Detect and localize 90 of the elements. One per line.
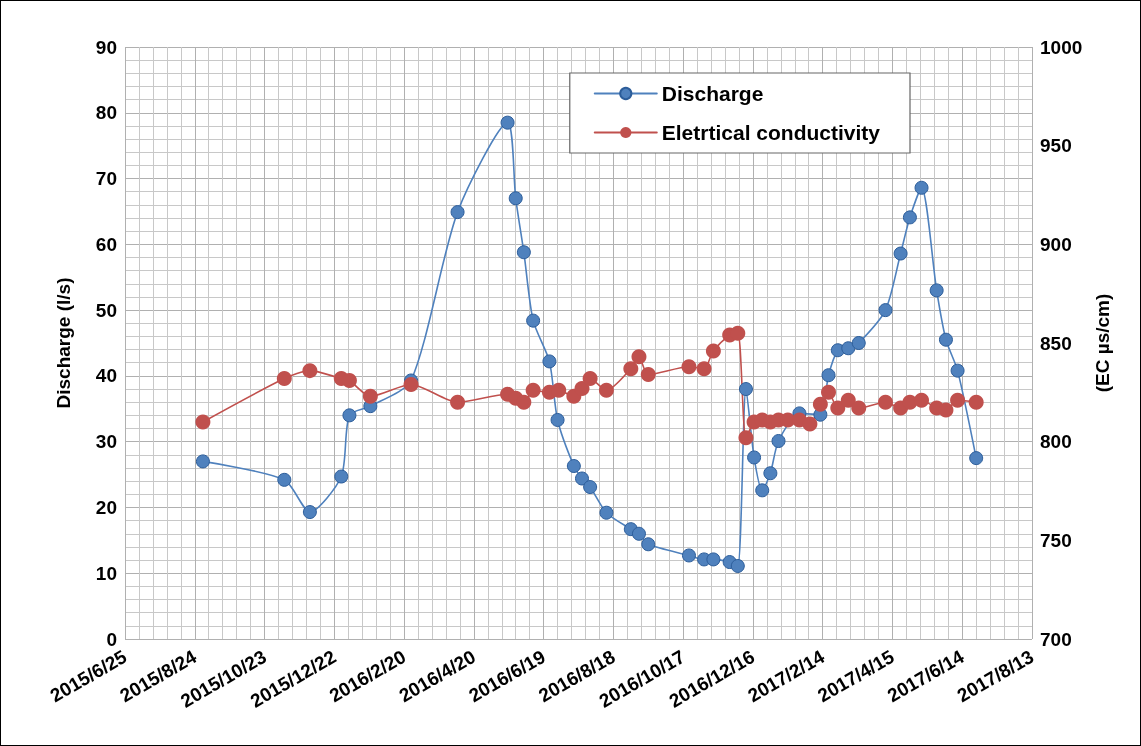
y-tick-label: 90 xyxy=(95,36,117,58)
y-tick-label: 50 xyxy=(95,299,117,321)
point xyxy=(362,388,378,404)
point xyxy=(641,537,656,552)
point xyxy=(550,412,565,427)
point xyxy=(681,359,697,375)
point xyxy=(914,180,929,195)
legend-label: Eletrtical conductivity xyxy=(661,121,881,144)
point xyxy=(334,469,349,484)
point xyxy=(516,245,531,260)
point xyxy=(893,246,908,261)
point xyxy=(738,382,753,397)
point xyxy=(851,336,866,350)
point xyxy=(681,548,696,563)
point xyxy=(302,505,317,520)
point xyxy=(341,373,357,388)
point xyxy=(938,332,953,347)
point xyxy=(551,382,567,398)
point xyxy=(812,396,828,412)
point xyxy=(851,400,867,416)
point xyxy=(706,552,721,567)
point xyxy=(821,368,836,383)
point xyxy=(598,382,614,398)
point xyxy=(516,394,532,410)
y-tick-label: 0 xyxy=(106,628,117,650)
point xyxy=(878,394,893,410)
y-tick-label: 10 xyxy=(95,562,117,584)
point xyxy=(969,451,984,466)
point xyxy=(566,459,581,473)
y2-tick-label: 700 xyxy=(1040,628,1072,650)
y2-tick-label: 800 xyxy=(1040,431,1072,453)
point xyxy=(575,471,589,486)
point xyxy=(525,382,541,398)
point xyxy=(968,394,984,410)
y-tick-label: 20 xyxy=(95,496,117,518)
y2-axis-title: (EC µs/cm) xyxy=(1092,293,1114,393)
point xyxy=(277,472,292,487)
point xyxy=(705,343,721,359)
point xyxy=(747,450,762,465)
y-tick-label: 70 xyxy=(95,168,117,190)
point xyxy=(840,392,856,408)
point xyxy=(342,408,357,423)
point xyxy=(950,363,965,378)
point xyxy=(599,505,614,520)
point xyxy=(526,313,541,328)
point xyxy=(500,115,515,130)
point xyxy=(640,367,656,383)
point xyxy=(914,392,930,408)
point xyxy=(821,384,837,400)
point xyxy=(631,526,646,541)
point xyxy=(508,191,523,206)
point xyxy=(276,371,292,387)
y-axis-title: Discharge (l/s) xyxy=(53,277,74,409)
point xyxy=(755,483,770,498)
point xyxy=(938,402,954,418)
point xyxy=(195,454,210,469)
point xyxy=(583,480,598,495)
point xyxy=(574,380,590,396)
point xyxy=(929,283,944,298)
point xyxy=(763,466,778,481)
point xyxy=(902,210,917,225)
point xyxy=(195,414,211,430)
point xyxy=(830,400,846,416)
y2-tick-label: 900 xyxy=(1040,233,1072,255)
point xyxy=(450,205,465,220)
y2-tick-label: 950 xyxy=(1040,135,1072,157)
point xyxy=(403,376,419,392)
point xyxy=(878,303,893,318)
point xyxy=(542,354,557,369)
y-tick-label: 40 xyxy=(95,365,117,387)
point xyxy=(696,361,712,377)
y2-tick-label: 850 xyxy=(1040,332,1072,354)
point xyxy=(950,392,966,408)
point xyxy=(623,361,639,377)
point xyxy=(802,416,818,432)
point xyxy=(631,349,647,365)
y-tick-label: 30 xyxy=(95,431,117,453)
legend-label: Discharge xyxy=(661,82,764,105)
y-tick-label: 80 xyxy=(95,102,117,124)
y2-tick-label: 1000 xyxy=(1040,36,1083,58)
point xyxy=(582,371,598,387)
point xyxy=(730,325,746,341)
point xyxy=(771,434,786,449)
y-tick-label: 60 xyxy=(95,233,117,255)
y2-tick-label: 750 xyxy=(1040,529,1072,551)
point xyxy=(450,394,466,410)
point xyxy=(841,341,856,356)
point xyxy=(738,430,754,446)
point xyxy=(302,363,318,379)
point xyxy=(730,558,745,573)
